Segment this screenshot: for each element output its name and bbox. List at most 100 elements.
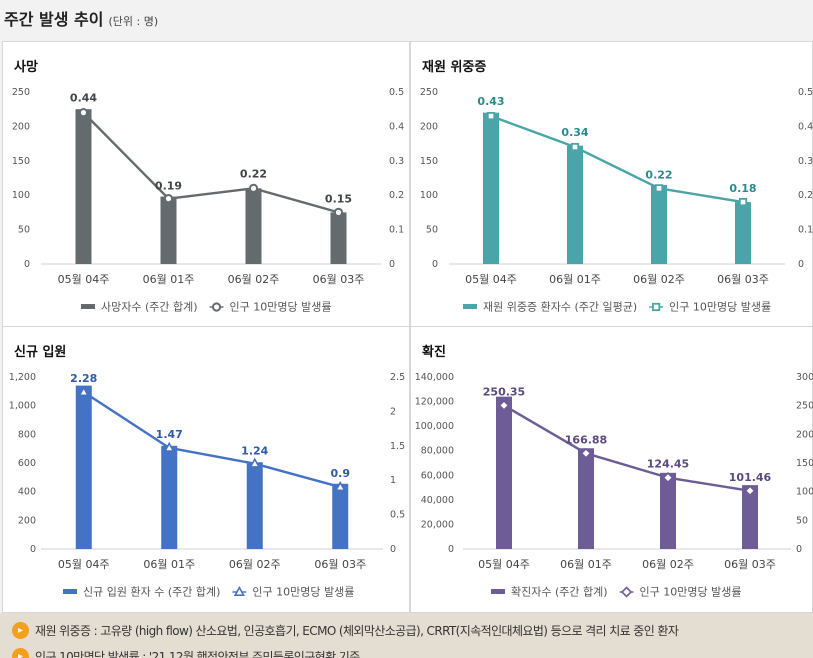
bar: [246, 462, 263, 549]
bar: [660, 472, 676, 549]
x-tick-label: 06월 02주: [228, 273, 280, 286]
x-tick-label: 06월 02주: [642, 558, 694, 571]
bar: [161, 445, 178, 549]
legend-marker: [652, 302, 661, 312]
legend: 사망자수 (주간 합계) 인구 10만명당 발생률: [81, 301, 332, 314]
chart-title: 재원 위중증: [422, 60, 487, 75]
y-left-tick-label: 50: [18, 225, 30, 236]
y-right-tick-label: 100: [796, 487, 813, 498]
bar: [483, 112, 499, 264]
y-right-tick-label: 0: [796, 544, 802, 555]
chart-svg-severe: 0 50 100 150 200 250 0 0.1 0.2 0.3 0.4 0.5 05월 04주 06…: [420, 87, 813, 314]
y-left-tick-label: 0: [448, 544, 454, 555]
page-header: 주간 발생 추이 (단위 : 명): [4, 6, 158, 30]
bar: [496, 396, 512, 549]
y-right-tick-label: 1.5: [390, 441, 405, 452]
legend-bar-label: 재원 위중증 환자수 (주간 일평균): [483, 300, 637, 314]
chart-panel-severe: 재원 위중증 0 50 100 150 200 250 0 0.1 0.2 0.3 0.4 0.5 05…: [410, 41, 813, 327]
data-label: 0.15: [325, 192, 352, 205]
x-tick-label: 06월 03주: [314, 558, 366, 571]
legend-line-label: 인구 10만명당 발생률: [669, 301, 771, 314]
legend: 신규 입원 환자 수 (주간 합계) 인구 10만명당 발생률: [63, 586, 354, 599]
bar: [75, 385, 92, 549]
rate-point: [333, 207, 344, 217]
rate-point: [249, 457, 261, 468]
data-label: 124.45: [647, 458, 689, 471]
y-right-tick-label: 0.5: [798, 87, 813, 98]
footnote-text: 재원 위중증 : 고유량 (high flow) 산소요법, 인공호흡기, EC…: [35, 624, 679, 638]
x-tick-label: 06월 01주: [560, 558, 612, 571]
legend-line-label: 인구 10만명당 발생률: [640, 586, 742, 599]
legend-marker: [211, 302, 222, 312]
bar: [742, 485, 758, 549]
y-right-tick-label: 300: [796, 372, 813, 383]
x-tick-label: 06월 03주: [313, 273, 365, 286]
y-left-tick-label: 140,000: [415, 372, 454, 383]
rate-line: [83, 391, 341, 489]
footnote-rate-basis: ▸ 인구 10만명당 발생률 : '21.12월 행정안전부 주민등록인구현황 …: [12, 648, 360, 658]
rate-point: [78, 386, 90, 397]
data-label: 0.43: [477, 95, 504, 108]
rate-point: [334, 481, 346, 492]
legend-bar-swatch: [463, 304, 477, 309]
bar: [735, 202, 751, 264]
unit-label: (단위 : 명): [108, 15, 159, 28]
x-tick-label: 05월 04주: [465, 273, 517, 286]
y-right-tick-label: 0.3: [798, 156, 813, 167]
y-left-tick-label: 600: [18, 458, 36, 469]
y-right-tick-label: 2.5: [390, 372, 405, 383]
y-right-tick-label: 150: [796, 458, 813, 469]
y-left-tick-label: 100: [420, 190, 438, 201]
y-left-tick-label: 120,000: [415, 397, 454, 408]
footnotes: ▸ 재원 위중증 : 고유량 (high flow) 산소요법, 인공호흡기, …: [0, 613, 813, 658]
y-right-tick-label: 1: [390, 475, 396, 486]
legend: 재원 위중증 환자수 (주간 일평균) 인구 10만명당 발생률: [463, 300, 771, 314]
x-tick-label: 05월 04주: [58, 273, 110, 286]
rate-line: [503, 404, 751, 493]
y-left-tick-label: 200: [18, 515, 36, 526]
legend-bar-swatch: [81, 304, 95, 309]
y-right-tick-label: 2: [390, 406, 396, 417]
chart-svg-deaths: 0 50 100 150 200 250 0 0.1 0.2 0.3 0.4 0.5 05월 04주 06…: [12, 87, 404, 314]
rate-point: [580, 447, 592, 459]
rate-point: [654, 184, 664, 193]
y-left-tick-label: 400: [18, 487, 36, 498]
rate-point: [248, 183, 259, 193]
x-tick-label: 05월 04주: [58, 558, 110, 571]
y-left-tick-label: 250: [420, 87, 438, 98]
speaker-icon: ▸: [12, 648, 29, 658]
x-tick-label: 06월 03주: [724, 558, 776, 571]
bar: [75, 109, 92, 264]
y-left-tick-label: 800: [18, 429, 36, 440]
x-tick-label: 06월 02주: [229, 558, 281, 571]
bar: [330, 212, 347, 264]
y-right-tick-label: 0: [798, 259, 804, 270]
rate-point: [163, 194, 174, 204]
y-right-tick-label: 0.2: [389, 190, 404, 201]
y-left-tick-label: 200: [420, 121, 438, 132]
legend-marker: [620, 586, 633, 598]
x-tick-label: 06월 02주: [633, 273, 685, 286]
rate-point: [570, 142, 580, 152]
y-left-tick-label: 20,000: [421, 519, 454, 530]
rate-point: [78, 108, 89, 118]
chart-panel-deaths: 사망 0 50 100 150 200 250 0 0.1 0.2 0.3 0.4 0.5 05월 04…: [2, 41, 410, 327]
y-left-tick-label: 60,000: [421, 470, 454, 481]
x-tick-label: 06월 01주: [143, 558, 195, 571]
y-left-tick-label: 80,000: [421, 446, 454, 457]
y-right-tick-label: 0: [389, 259, 395, 270]
y-left-tick-label: 0: [24, 259, 30, 270]
legend-bar-label: 확진자수 (주간 합계): [511, 586, 608, 599]
x-tick-label: 05월 04주: [478, 558, 530, 571]
y-right-tick-label: 0.3: [389, 156, 404, 167]
data-label: 0.22: [645, 168, 672, 181]
bar: [245, 188, 262, 264]
y-right-tick-label: 50: [796, 515, 808, 526]
speaker-icon: ▸: [12, 622, 29, 639]
y-right-tick-label: 0.4: [798, 121, 813, 132]
y-left-tick-label: 50: [426, 225, 438, 236]
rate-point: [486, 111, 496, 121]
data-label: 0.34: [561, 126, 588, 139]
rate-point: [662, 472, 674, 484]
data-label: 101.46: [729, 471, 772, 484]
